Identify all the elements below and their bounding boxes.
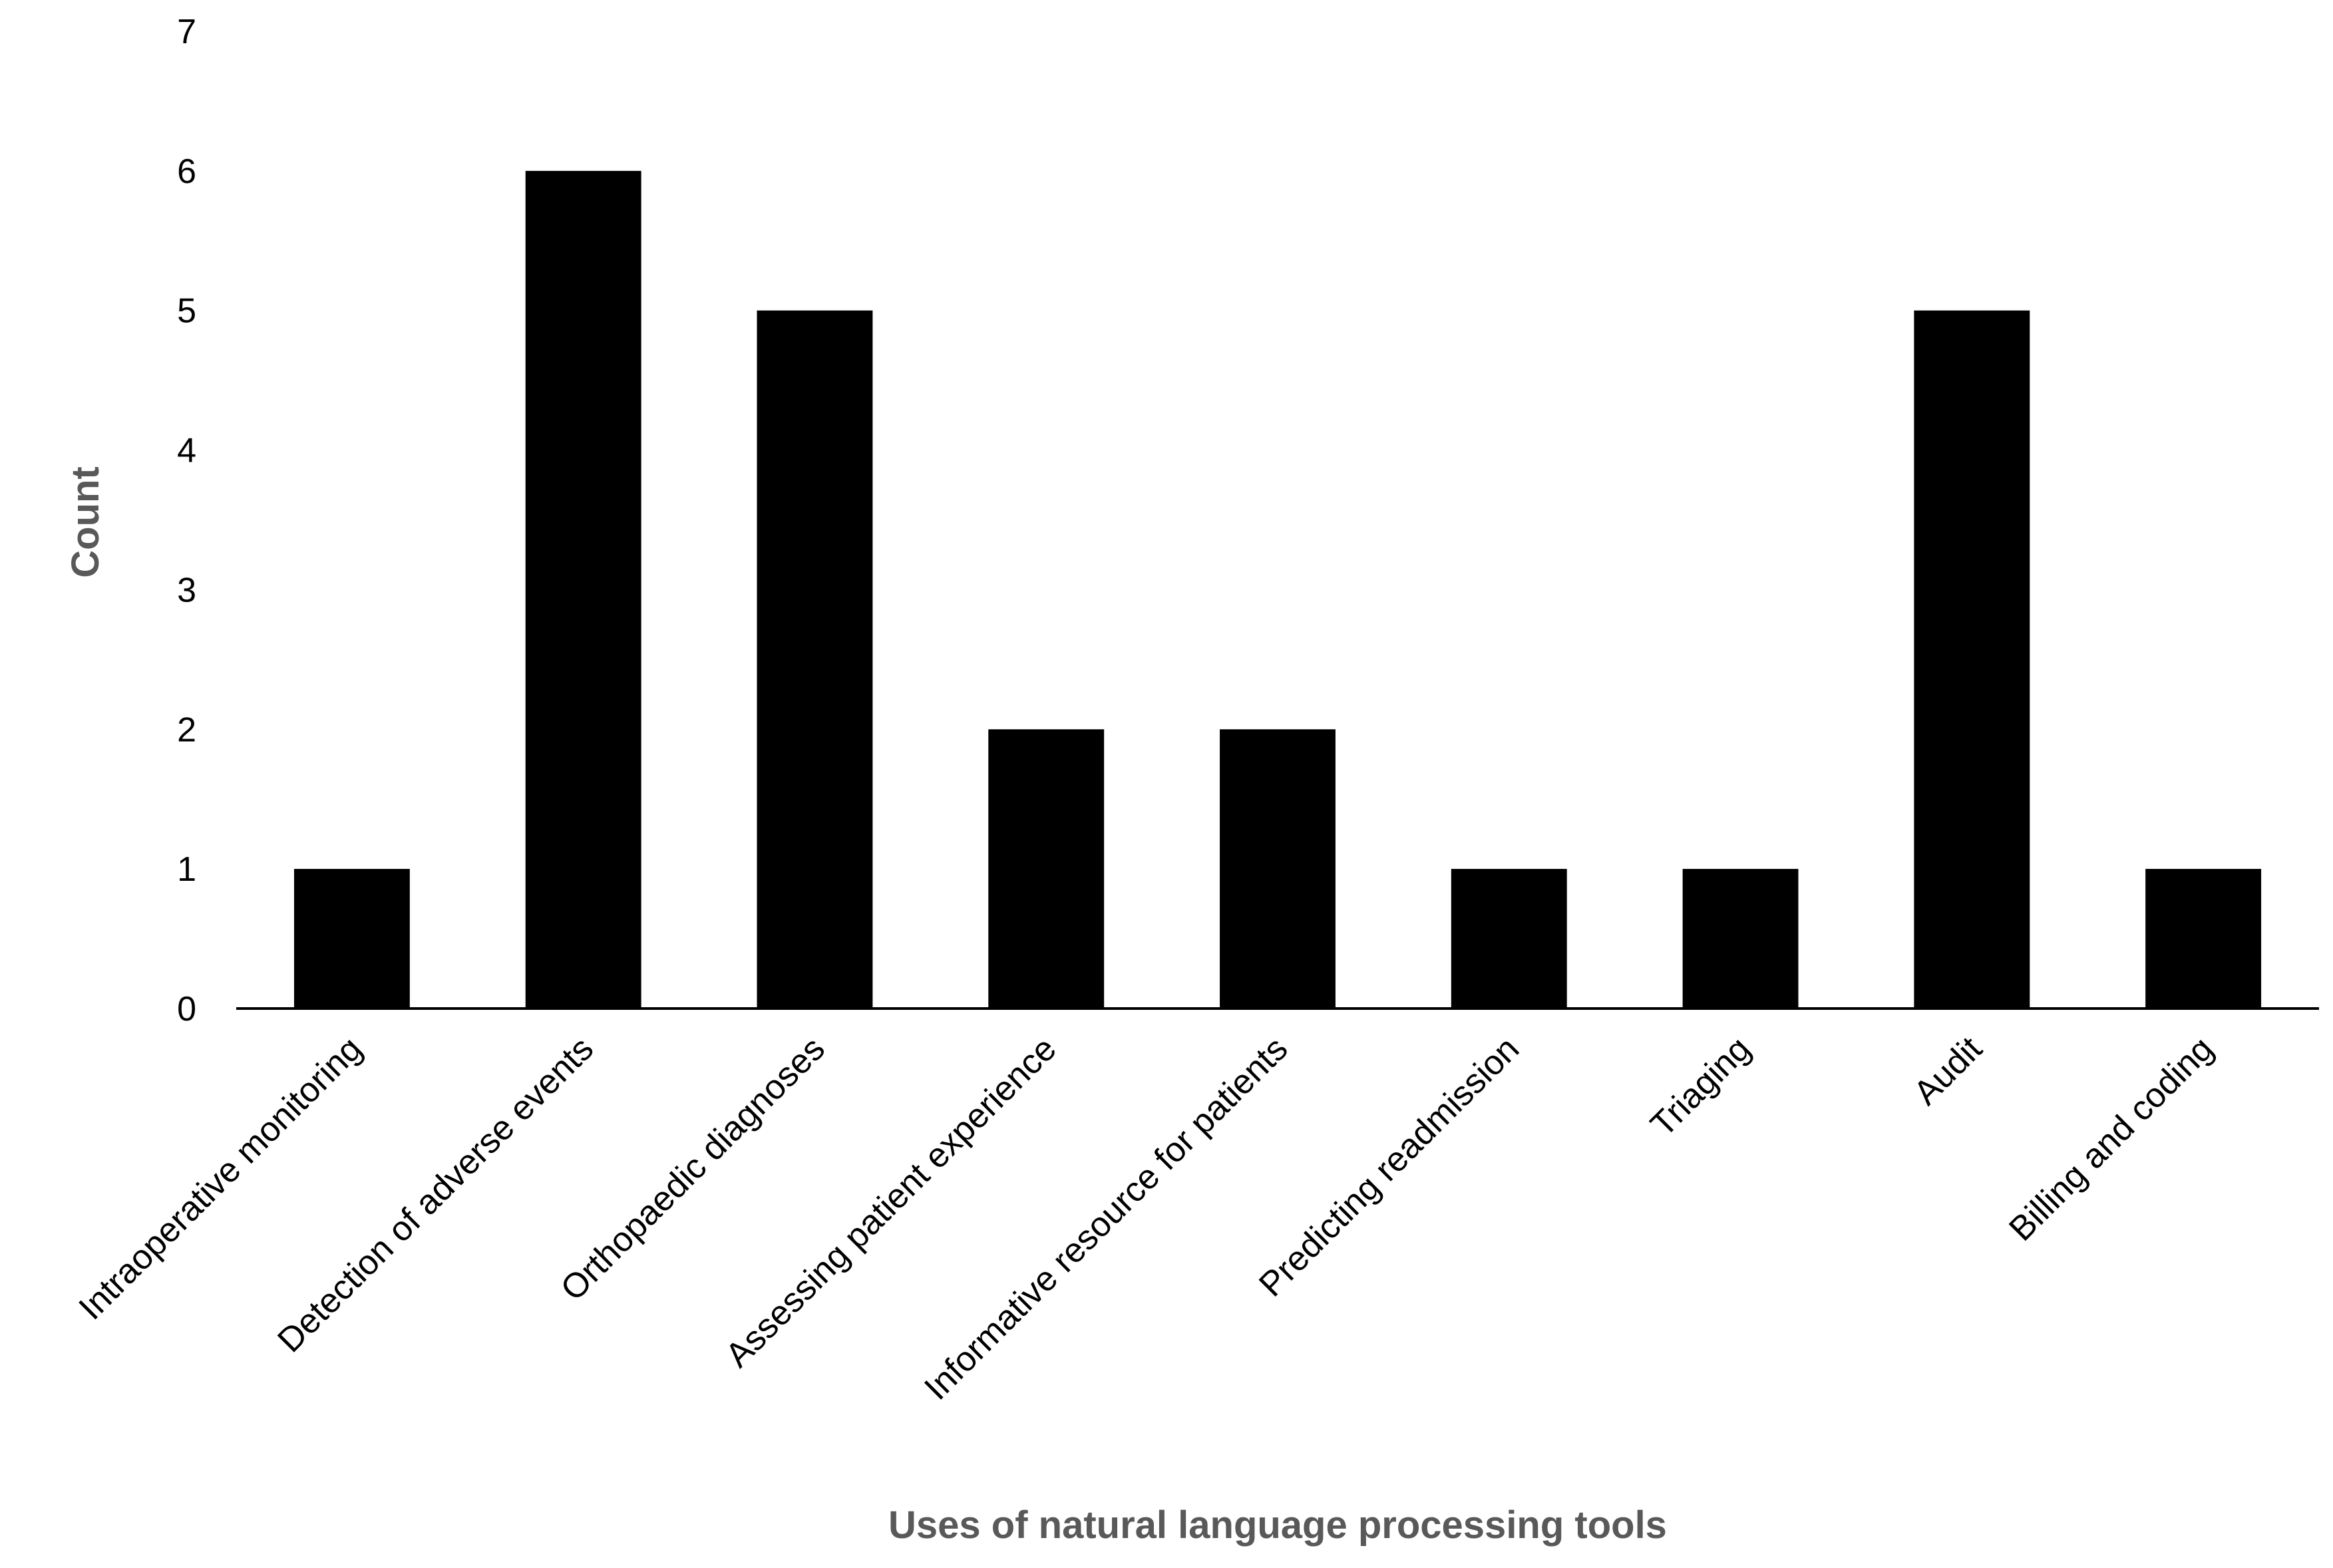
- x-tick-label: Informative resource for patients: [917, 1029, 1295, 1407]
- y-tick-label: 6: [177, 152, 196, 191]
- y-tick-label: 4: [177, 432, 196, 470]
- bar: [2145, 869, 2262, 1009]
- y-tick-label: 7: [177, 13, 196, 51]
- bar: [1914, 310, 2030, 1009]
- x-axis-title: Uses of natural language processing tool…: [888, 1503, 1667, 1547]
- y-tick-label: 5: [177, 292, 196, 331]
- bar: [525, 170, 641, 1009]
- bar: [1451, 869, 1567, 1009]
- bar: [757, 310, 873, 1009]
- y-tick-label: 2: [177, 710, 196, 749]
- bar: [988, 729, 1105, 1009]
- x-tick-label: Orthopaedic diagnoses: [554, 1029, 832, 1308]
- y-tick-label: 1: [177, 850, 196, 889]
- x-tick-label: Billing and coding: [2002, 1029, 2221, 1248]
- y-axis-title: Count: [64, 466, 107, 578]
- y-tick-label: 3: [177, 571, 196, 609]
- y-tick-labels: 0 1 2 3 4 5 6 7: [177, 13, 196, 1028]
- bar: [293, 869, 410, 1009]
- bar: [1220, 729, 1336, 1009]
- x-tick-label: Predicting readmission: [1252, 1029, 1526, 1304]
- y-tick-label: 0: [177, 990, 196, 1028]
- bar: [1682, 869, 1799, 1009]
- x-tick-label: Audit: [1906, 1029, 1990, 1112]
- x-tick-label: Triaging: [1644, 1029, 1758, 1144]
- bars-group: [293, 170, 2262, 1009]
